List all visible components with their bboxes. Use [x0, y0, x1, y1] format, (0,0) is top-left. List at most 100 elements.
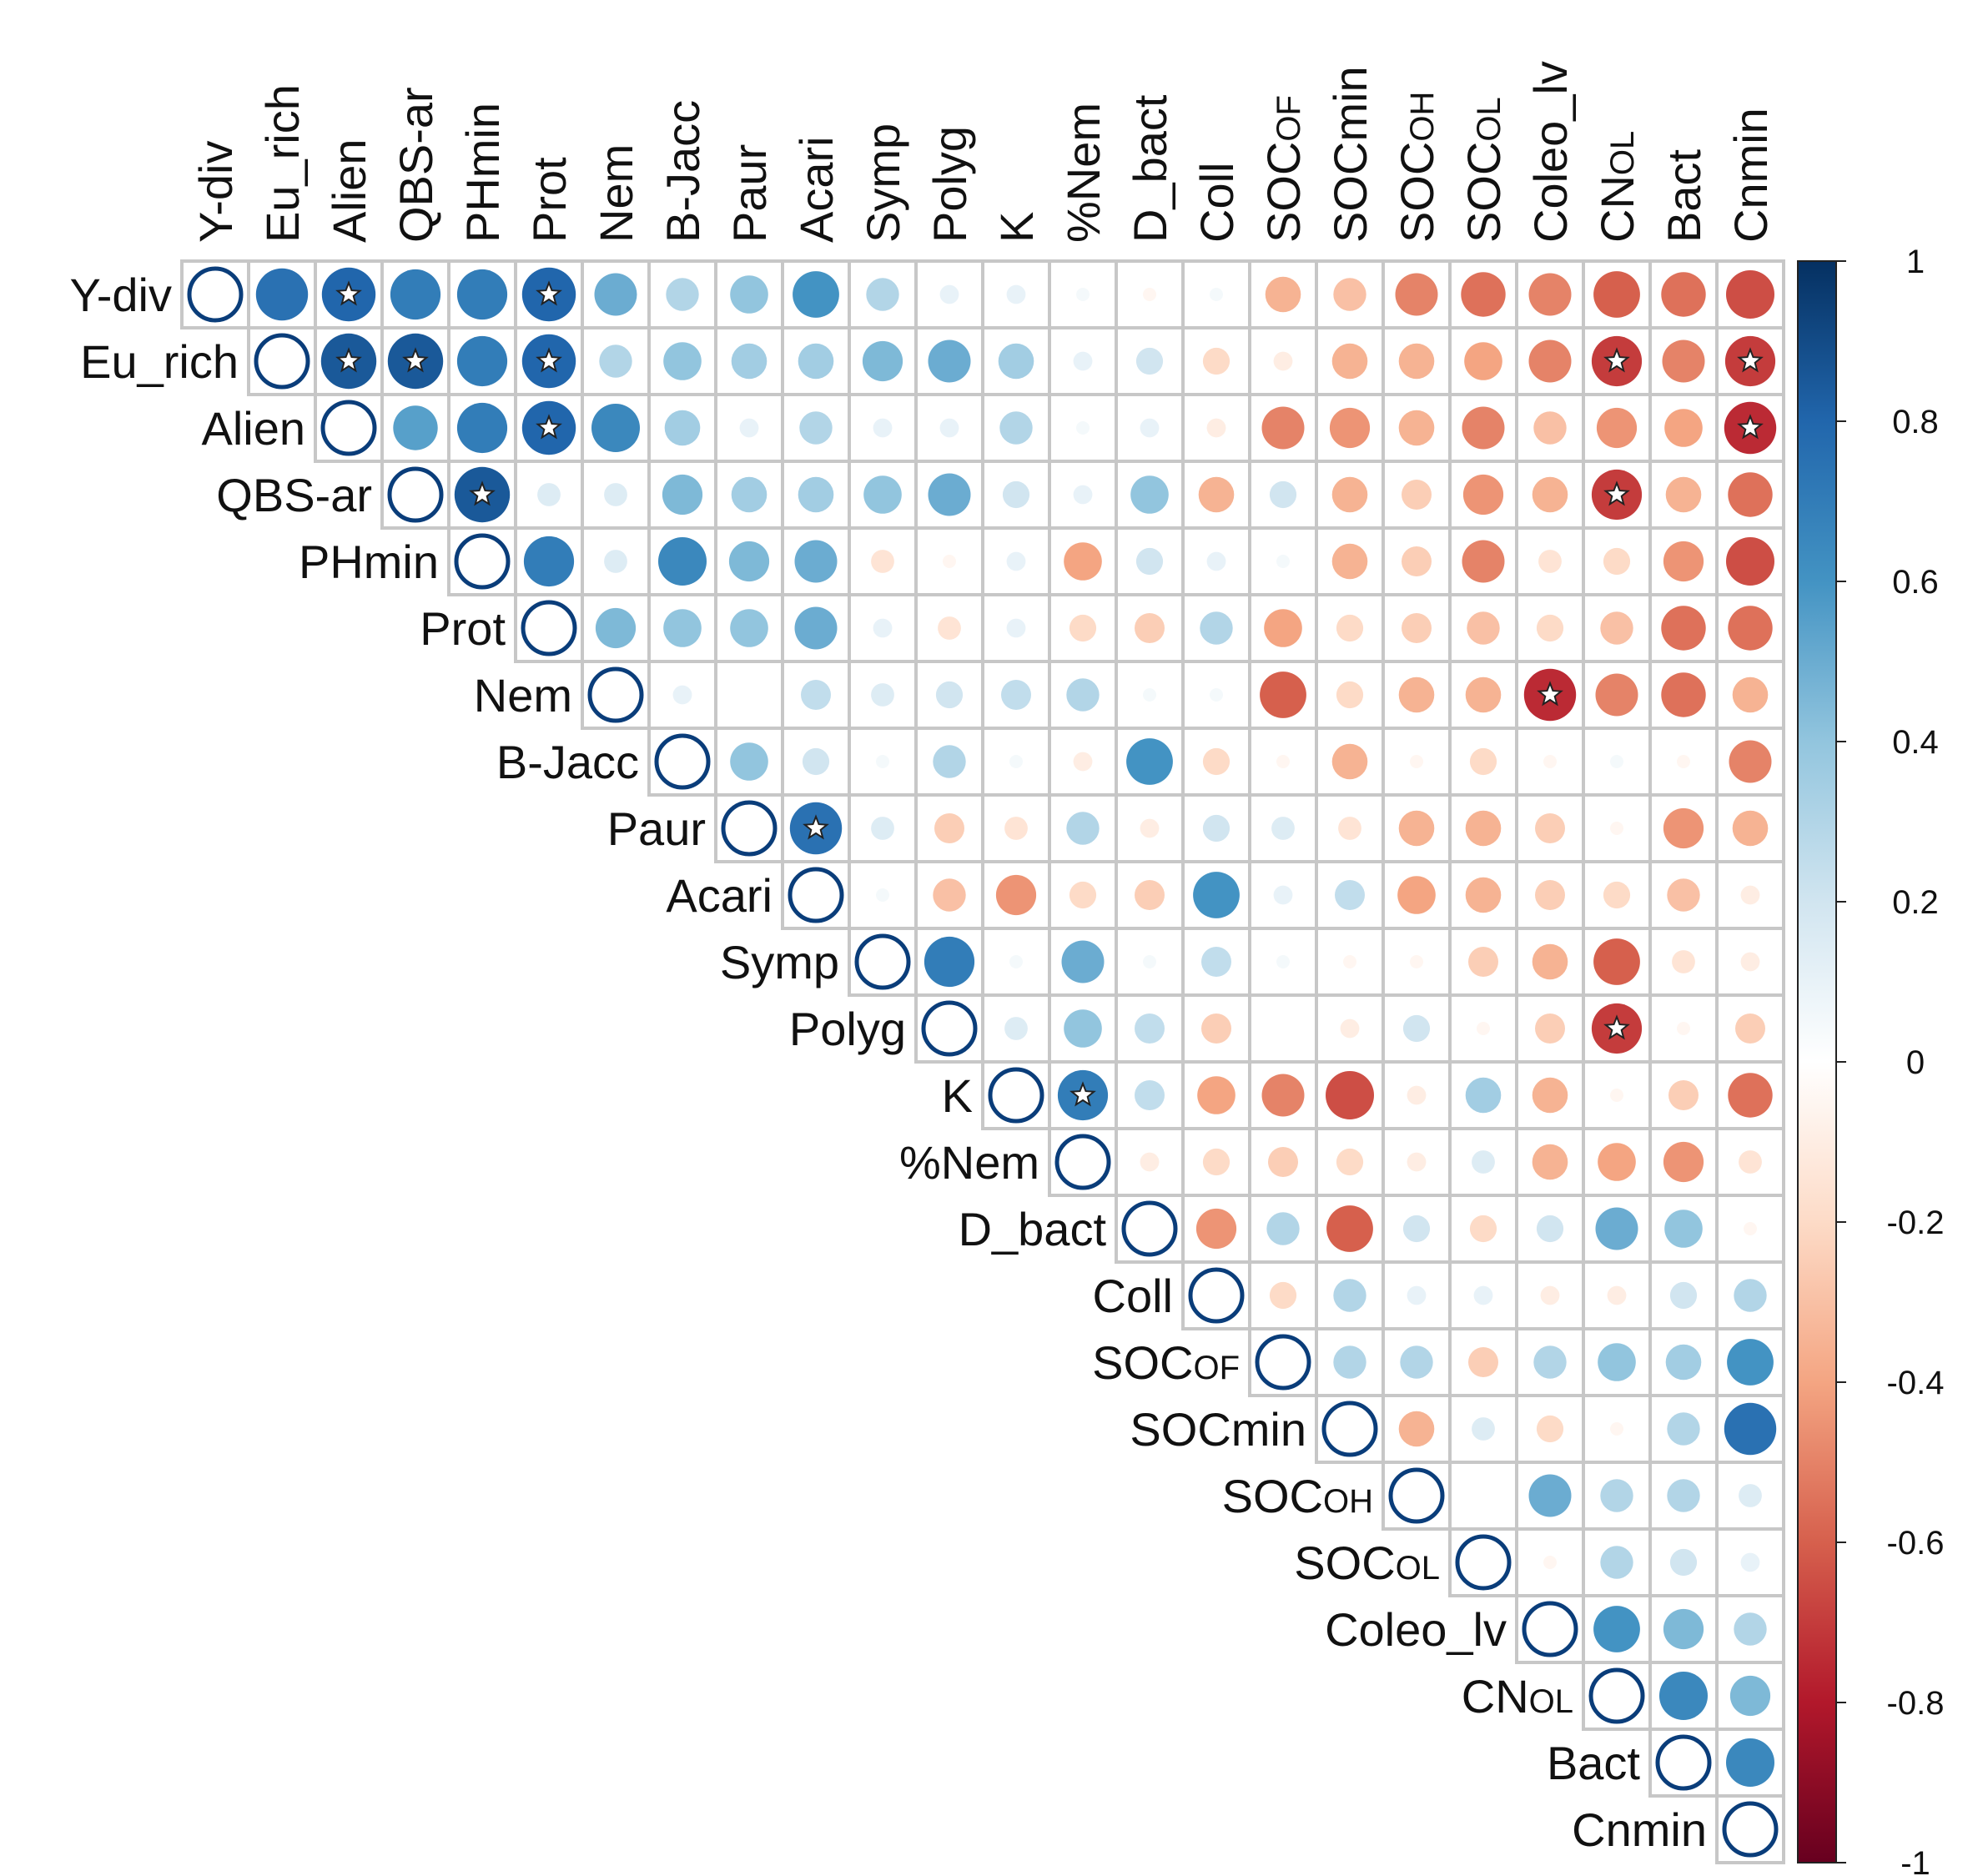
significance-star-icon [469, 480, 496, 506]
correlation-dot [1269, 480, 1297, 509]
matrix-cell [1582, 727, 1652, 797]
matrix-cell [1248, 660, 1318, 730]
correlation-dot [1663, 1141, 1704, 1183]
correlation-dot [1126, 738, 1173, 785]
matrix-cell [1515, 259, 1585, 329]
correlation-dot [1266, 1212, 1300, 1245]
matrix-cell [1582, 860, 1652, 930]
matrix-cell [1715, 793, 1785, 863]
matrix-cell [1181, 860, 1251, 930]
matrix-cell [848, 526, 918, 596]
matrix-cell [1715, 660, 1785, 730]
correlation-dot [730, 609, 768, 647]
matrix-cell [981, 393, 1051, 463]
correlation-dot [1465, 877, 1502, 913]
correlation-dot [663, 342, 702, 380]
matrix-cell [447, 393, 517, 463]
significance-star-icon [1069, 1081, 1096, 1107]
correlation-dot [873, 618, 893, 638]
correlation-dot [1726, 270, 1774, 319]
column-label: SOCmin [1324, 66, 1377, 243]
matrix-cell [1715, 1794, 1785, 1864]
correlation-dot [1410, 955, 1423, 968]
correlation-dot [1001, 680, 1031, 710]
correlation-dot [939, 418, 959, 438]
matrix-cell [1582, 593, 1652, 663]
significance-star-icon [1603, 1014, 1630, 1040]
significance-star-icon [335, 347, 362, 373]
matrix-cell [647, 259, 717, 329]
matrix-cell [1382, 1194, 1452, 1264]
correlation-dot [866, 278, 899, 311]
matrix-cell [1715, 1394, 1785, 1464]
correlation-dot [1009, 955, 1023, 968]
correlation-dot [1538, 550, 1562, 573]
cell-background [1582, 1127, 1652, 1197]
matrix-cell [1515, 727, 1585, 797]
correlation-dot [390, 269, 441, 320]
matrix-cell [1648, 526, 1719, 596]
matrix-cell [848, 860, 918, 930]
correlation-dot [1333, 1345, 1366, 1379]
correlation-dot [798, 343, 834, 380]
matrix-cell [1515, 1461, 1585, 1531]
matrix-cell [1715, 1461, 1785, 1531]
correlation-dot [1398, 1411, 1435, 1447]
diagonal-marker [921, 1000, 978, 1057]
correlation-dot [1461, 272, 1506, 317]
matrix-cell [914, 993, 984, 1064]
matrix-cell [380, 259, 450, 329]
correlation-dot [1006, 551, 1026, 571]
correlation-dot [1610, 822, 1623, 835]
correlation-dot [1744, 1222, 1757, 1235]
matrix-cell [1715, 993, 1785, 1064]
correlation-dot [1398, 410, 1435, 446]
correlation-dot [1665, 1344, 1702, 1381]
correlation-dot [456, 402, 508, 454]
correlation-dot [1004, 817, 1028, 840]
matrix-cell [1448, 1461, 1518, 1531]
matrix-cell [1181, 526, 1251, 596]
matrix-cell [514, 526, 584, 596]
matrix-cell [647, 593, 717, 663]
matrix-cell [1515, 1060, 1585, 1130]
matrix-cell [1582, 793, 1652, 863]
matrix-cell [1115, 927, 1185, 997]
matrix-cell [1315, 526, 1385, 596]
matrix-cell [1715, 1127, 1785, 1197]
matrix-cell [1448, 1127, 1518, 1197]
matrix-cell [1048, 727, 1118, 797]
correlation-dot [928, 473, 971, 516]
diagonal-marker [187, 266, 244, 323]
correlation-dot [730, 275, 768, 314]
row-label: Alien [201, 402, 305, 455]
row-label: Coleo_lv [1325, 1603, 1507, 1656]
matrix-cell [1382, 1327, 1452, 1397]
correlation-dot [1064, 542, 1102, 581]
matrix-cell [1715, 393, 1785, 463]
correlation-dot [1536, 1215, 1564, 1243]
matrix-cell [1115, 1194, 1185, 1264]
correlation-dot [1661, 606, 1706, 651]
significance-star-icon [1537, 681, 1563, 707]
matrix-cell [848, 259, 918, 329]
correlation-dot [1398, 676, 1435, 713]
correlation-dot [1281, 1026, 1286, 1031]
matrix-cell [1648, 1060, 1719, 1130]
matrix-cell [1382, 1060, 1452, 1130]
matrix-cell [981, 993, 1051, 1064]
matrix-cell [647, 326, 717, 396]
correlation-dot [1598, 1143, 1636, 1181]
matrix-cell [1115, 326, 1185, 396]
cell-background [1448, 526, 1518, 596]
correlation-dot [1610, 1089, 1623, 1102]
column-label: Alien [323, 138, 375, 243]
correlation-dot [1728, 472, 1773, 517]
correlation-dot [1473, 1285, 1493, 1305]
correlation-dot [1130, 475, 1169, 514]
correlation-dot [1135, 347, 1164, 375]
correlation-dot [393, 405, 438, 450]
matrix-cell [981, 727, 1051, 797]
correlation-dot [662, 474, 703, 516]
matrix-cell [1248, 727, 1318, 797]
